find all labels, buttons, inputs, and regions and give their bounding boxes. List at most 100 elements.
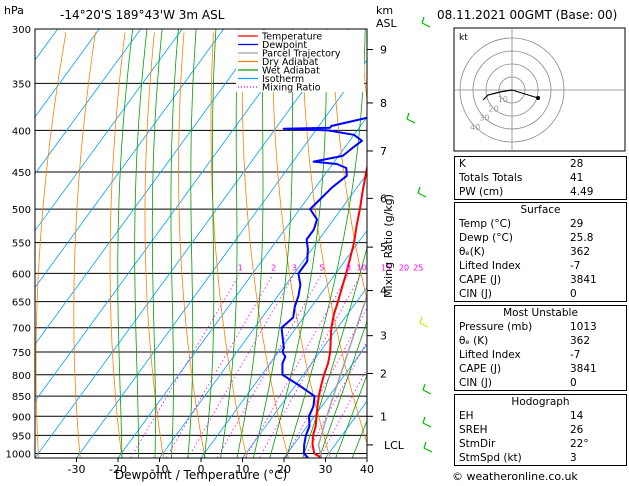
stat-row: CIN (J) 0 [459,288,577,300]
legend-label: Isotherm [262,74,304,85]
temperature-tick-label: 0 [198,463,205,476]
sounding-lines [280,116,367,458]
pressure-tick-label: 350 [12,79,31,90]
hodograph-unit-label: kt [459,33,468,43]
pressure-tick-label: 750 [12,348,31,359]
pressure-tick-label: 550 [12,239,31,250]
mixing-ratio-line [130,274,240,458]
stat-row: Temp (°C) 29 [459,218,584,230]
pressure-tick-label: 500 [12,205,31,216]
mixing-ratio-label: 1 [238,263,243,272]
mixing-ratio-line [285,307,367,458]
stat-row: CIN (J) 0 [459,377,577,389]
altitude-tick-label: 9 [380,44,387,57]
stat-row: SREH 26 [459,424,584,436]
wind-barb [419,322,429,328]
pressure-tick-label: 950 [12,431,31,442]
dry-adiabat-line [178,32,206,458]
altitude-tick-label: 2 [380,367,387,380]
altitude-tick-label: 7 [380,145,387,158]
altitude-tick-label: 3 [380,330,387,343]
parcel-trajectory-line [317,291,367,458]
wind-barb [422,416,426,424]
pressure-tick-label: 600 [12,269,31,280]
wet-adiabat-line [285,29,366,458]
mixing-ratio-axis-label: Mixing Ratio (g/kg) [382,194,395,298]
asl-label: ASL [376,17,397,30]
wet-adiabat-line [269,29,328,458]
wind-barbs [406,16,433,453]
legend-label: Wet Adiabat [262,66,320,77]
stat-row: EH 14 [459,410,584,422]
dry-adiabat-line [144,32,164,458]
stat-row: Lifted Index -7 [459,260,581,272]
wind-barb [421,16,425,24]
altitude-tick-label: 6 [380,192,387,205]
stat-row: StmSpd (kt) 3 [459,452,577,464]
mixing-ratio-label: 5 [319,263,324,272]
location-title: -14°20'S 189°43'W 3m ASL [60,8,225,22]
isotherm-line [76,59,367,458]
wet-adiabat-line [151,29,163,458]
altitude-tick-label: 5 [380,241,387,254]
pressure-tick-label: 1000 [6,449,31,460]
copyright-footer[interactable]: © weatheronline.co.uk [452,470,578,483]
pressure-tick-label: 400 [12,126,31,137]
wind-barb [417,192,427,198]
mixing-ratio-line [165,274,274,458]
hpa-label: hPa [4,4,24,17]
surface-panel: Surface Temp (°C) 29 Dewp (°C) 25.8 θₑ(K) 3… [454,202,627,302]
wind-barb [406,112,410,120]
dry-adiabat-line [241,32,289,458]
isotherm-line [117,116,367,458]
pressure-tick-label: 700 [12,324,31,335]
mixing-ratio-line [319,367,367,458]
altitude-axis: 9 8 7 6 5 4 3 2 1 LCL [367,44,405,452]
temperature-tick-label: 40 [360,463,374,476]
temperature-tick-label: 30 [319,463,333,476]
dry-adiabat-line [360,32,367,104]
hodograph-ring-label: 20 [489,104,499,113]
wet-adiabat-line [117,29,134,458]
altitude-tick-label: LCL [384,439,405,452]
mixing-ratio-line [258,274,361,458]
wet-adiabat-line [170,29,179,458]
isotherm-line [35,29,308,402]
dry-adiabat-line [35,32,67,458]
stat-row: Dewp (°C) 25.8 [459,232,594,244]
altitude-tick-label: 4 [380,285,387,298]
storm-motion-point [536,96,540,100]
hodograph-frame [453,27,626,152]
isotherm-line [242,286,367,458]
mixing-ratio-labels: 1 2 3 5 8 10 15 20 25 [238,263,424,272]
wet-adiabat-line [187,29,197,458]
pressure-tick-label: 450 [12,168,31,179]
mixing-ratio-label: 25 [413,263,423,272]
hodograph-title: Hodograph [511,396,570,408]
temperature-tick-label: -30 [68,463,86,476]
mixing-ratio-label: 8 [346,263,351,272]
legend-label: Temperature [261,32,322,43]
legend-label: Dry Adiabat [262,57,319,68]
dewpoint-line [280,116,367,458]
wet-adiabat-line [220,29,239,458]
wind-barb [419,316,423,324]
wind-barb [422,383,426,391]
wind-barb [422,389,432,395]
stat-row: Totals Totals 41 [459,172,584,184]
temperature-tick-label: -10 [151,463,169,476]
wet-adiabat-line [335,373,367,458]
wind-barb [422,422,432,428]
mixing-ratio-label: 2 [271,263,276,272]
stat-row: Lifted Index -7 [459,349,581,361]
wind-barb [406,118,416,124]
dry-adiabat-line [301,32,367,445]
wet-adiabat-line [134,29,148,458]
most-unstable-panel: Most Unstable Pressure (mb) 1013 θₑ (K) 36… [454,305,627,391]
isotherm-line [35,29,183,232]
wind-barb [421,22,431,28]
altitude-tick-label: 1 [380,410,387,423]
stat-row: K 28 [459,158,584,170]
